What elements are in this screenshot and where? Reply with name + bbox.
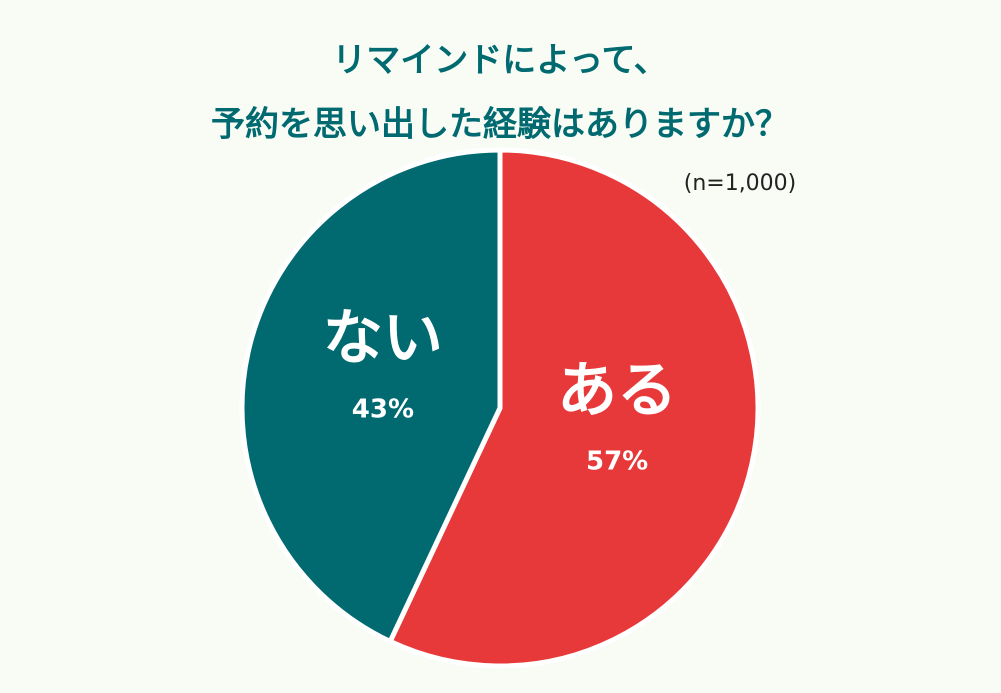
slice-label: ない bbox=[323, 303, 443, 373]
pie-slice bbox=[239, 147, 503, 645]
chart-title: リマインドによって、 bbox=[332, 41, 668, 81]
value-label: 43% bbox=[352, 394, 414, 424]
slice-label: ある bbox=[557, 356, 677, 426]
value-label: 57% bbox=[586, 447, 648, 477]
pie-slice bbox=[386, 147, 761, 669]
chart-title: 予約を思い出した経験はありますか？ bbox=[211, 105, 789, 145]
chart-subtitle: (n=1,000) bbox=[684, 171, 797, 196]
